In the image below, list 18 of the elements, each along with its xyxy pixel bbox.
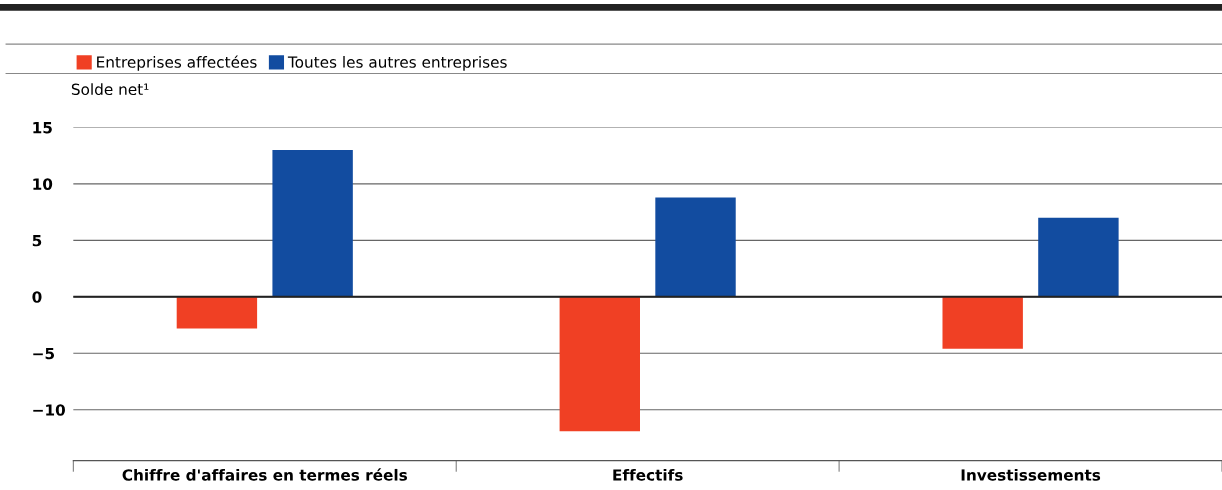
x-tick-label: Investissements [961,468,1101,481]
bar [176,296,258,329]
x-tick-label: Effectifs [613,468,683,481]
bar [1038,217,1119,297]
legend-label: Toutes les autres entreprises [287,56,507,71]
y-tick-label: 10 [33,178,53,190]
bar [655,197,736,297]
bar [942,296,1023,349]
x-tick-label: Chiffre d'affaires en termes réels [122,468,408,481]
y-axis-title: Solde net¹ [71,83,149,96]
legend-label: Entreprises affectées [97,55,257,71]
bar [559,296,640,432]
y-tick-label: 15 [33,122,52,134]
y-tick-label: 0 [32,291,42,303]
y-tick-label: −5 [33,347,55,360]
y-tick-label: −10 [33,404,65,416]
bar [272,149,353,297]
y-tick-label: 5 [32,235,42,247]
